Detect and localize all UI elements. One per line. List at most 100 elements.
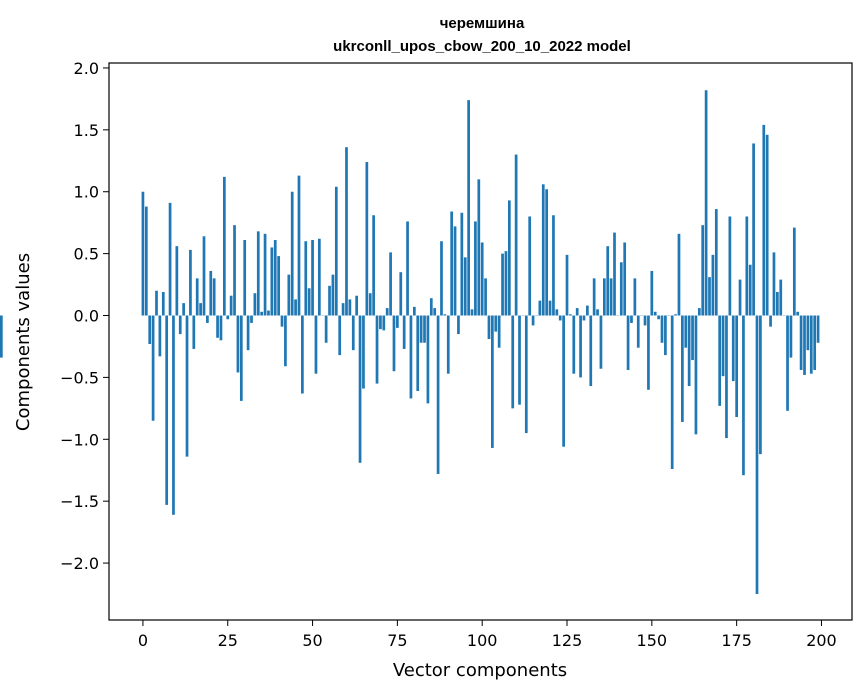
bar-undefined	[0, 315, 3, 358]
bar-177	[742, 315, 745, 476]
bar-60	[345, 147, 348, 316]
bar-81	[416, 315, 420, 392]
bar-15	[192, 315, 196, 349]
bar-52	[317, 238, 321, 316]
bar-5	[158, 315, 162, 357]
bar-154	[664, 315, 667, 356]
bar-55	[328, 285, 331, 316]
bar-64	[358, 315, 362, 463]
bar-161	[687, 315, 691, 387]
bar-128	[575, 308, 579, 316]
bar-198	[813, 315, 817, 370]
bar-153	[660, 315, 664, 343]
bar-138	[609, 278, 613, 316]
y-tick-label: 0.0	[74, 307, 99, 326]
bar-73	[389, 252, 392, 316]
bar-160	[684, 315, 688, 348]
bar-169	[714, 209, 718, 316]
bar-148	[643, 315, 647, 326]
bar-159	[681, 315, 684, 422]
bar-6	[161, 291, 165, 316]
bar-72	[385, 308, 389, 316]
bar-108	[507, 200, 511, 316]
bar-92	[453, 226, 457, 316]
bar-31	[246, 315, 250, 351]
y-tick-label: 0.5	[74, 245, 99, 264]
bar-107	[504, 251, 508, 316]
bar-192	[792, 227, 796, 316]
bar-9	[172, 315, 175, 515]
x-tick-label: 75	[387, 631, 407, 650]
bar-184	[765, 134, 769, 316]
bar-183	[762, 124, 766, 316]
bar-136	[602, 278, 606, 316]
bar-11	[178, 315, 182, 335]
bar-158	[677, 233, 681, 316]
bar-37	[267, 310, 270, 316]
bar-165	[701, 225, 705, 316]
bar-134	[596, 309, 599, 316]
bar-186	[772, 252, 776, 316]
bar-178	[745, 216, 749, 316]
bar-69	[375, 315, 379, 384]
bar-113	[524, 315, 528, 434]
bar-97	[470, 309, 474, 316]
bar-78	[406, 221, 409, 316]
bar-157	[674, 314, 677, 316]
bar-111	[518, 315, 521, 405]
bar-33	[253, 293, 257, 316]
bar-121	[552, 215, 555, 316]
bar-179	[748, 264, 752, 316]
bar-32	[250, 315, 253, 323]
bar-16	[195, 278, 199, 316]
bar-132	[589, 315, 593, 387]
bar-105	[497, 315, 501, 348]
bar-38	[270, 247, 274, 316]
bar-63	[355, 295, 359, 316]
chart-title-line2: ukrconll_upos_cbow_200_10_2022 model	[333, 38, 631, 55]
bar-190	[786, 315, 789, 411]
bar-163	[694, 315, 698, 435]
y-tick-label: −0.5	[60, 368, 99, 387]
bar-41	[280, 315, 284, 327]
bar-110	[514, 154, 518, 316]
bar-122	[555, 309, 559, 316]
bar-84	[426, 315, 430, 404]
bar-143	[626, 315, 630, 370]
bar-86	[433, 308, 437, 316]
bar-146	[636, 315, 640, 348]
bar-182	[759, 315, 762, 455]
bar-127	[572, 315, 576, 374]
bar-34	[256, 231, 260, 316]
bar-21	[212, 278, 216, 316]
x-tick-label: 125	[552, 631, 583, 650]
bar-22	[216, 315, 219, 338]
bar-76	[399, 272, 403, 316]
bar-130	[582, 315, 586, 321]
bar-45	[294, 299, 297, 316]
bar-133	[592, 278, 596, 316]
bar-2	[148, 315, 152, 344]
bar-114	[528, 216, 532, 316]
bar-50	[311, 240, 314, 316]
bar-47	[301, 315, 304, 394]
bar-101	[484, 278, 487, 316]
bar-149	[647, 315, 650, 390]
bar-145	[633, 278, 637, 316]
bar-14	[189, 249, 192, 316]
bar-series	[0, 90, 820, 595]
bar-68	[372, 215, 375, 316]
x-axis: 0 25 50 75 100 125 150 175 200	[138, 620, 837, 650]
bar-18	[202, 236, 206, 316]
bar-20	[209, 270, 213, 316]
bar-26	[229, 295, 233, 316]
bar-125	[565, 254, 569, 316]
bar-118	[541, 184, 545, 316]
bar-87	[436, 315, 440, 474]
bar-162	[691, 315, 694, 361]
bar-187	[776, 291, 779, 316]
bar-77	[402, 315, 406, 349]
y-axis-label: Components values	[13, 253, 34, 431]
bar-19	[206, 315, 209, 323]
bar-106	[501, 253, 504, 316]
